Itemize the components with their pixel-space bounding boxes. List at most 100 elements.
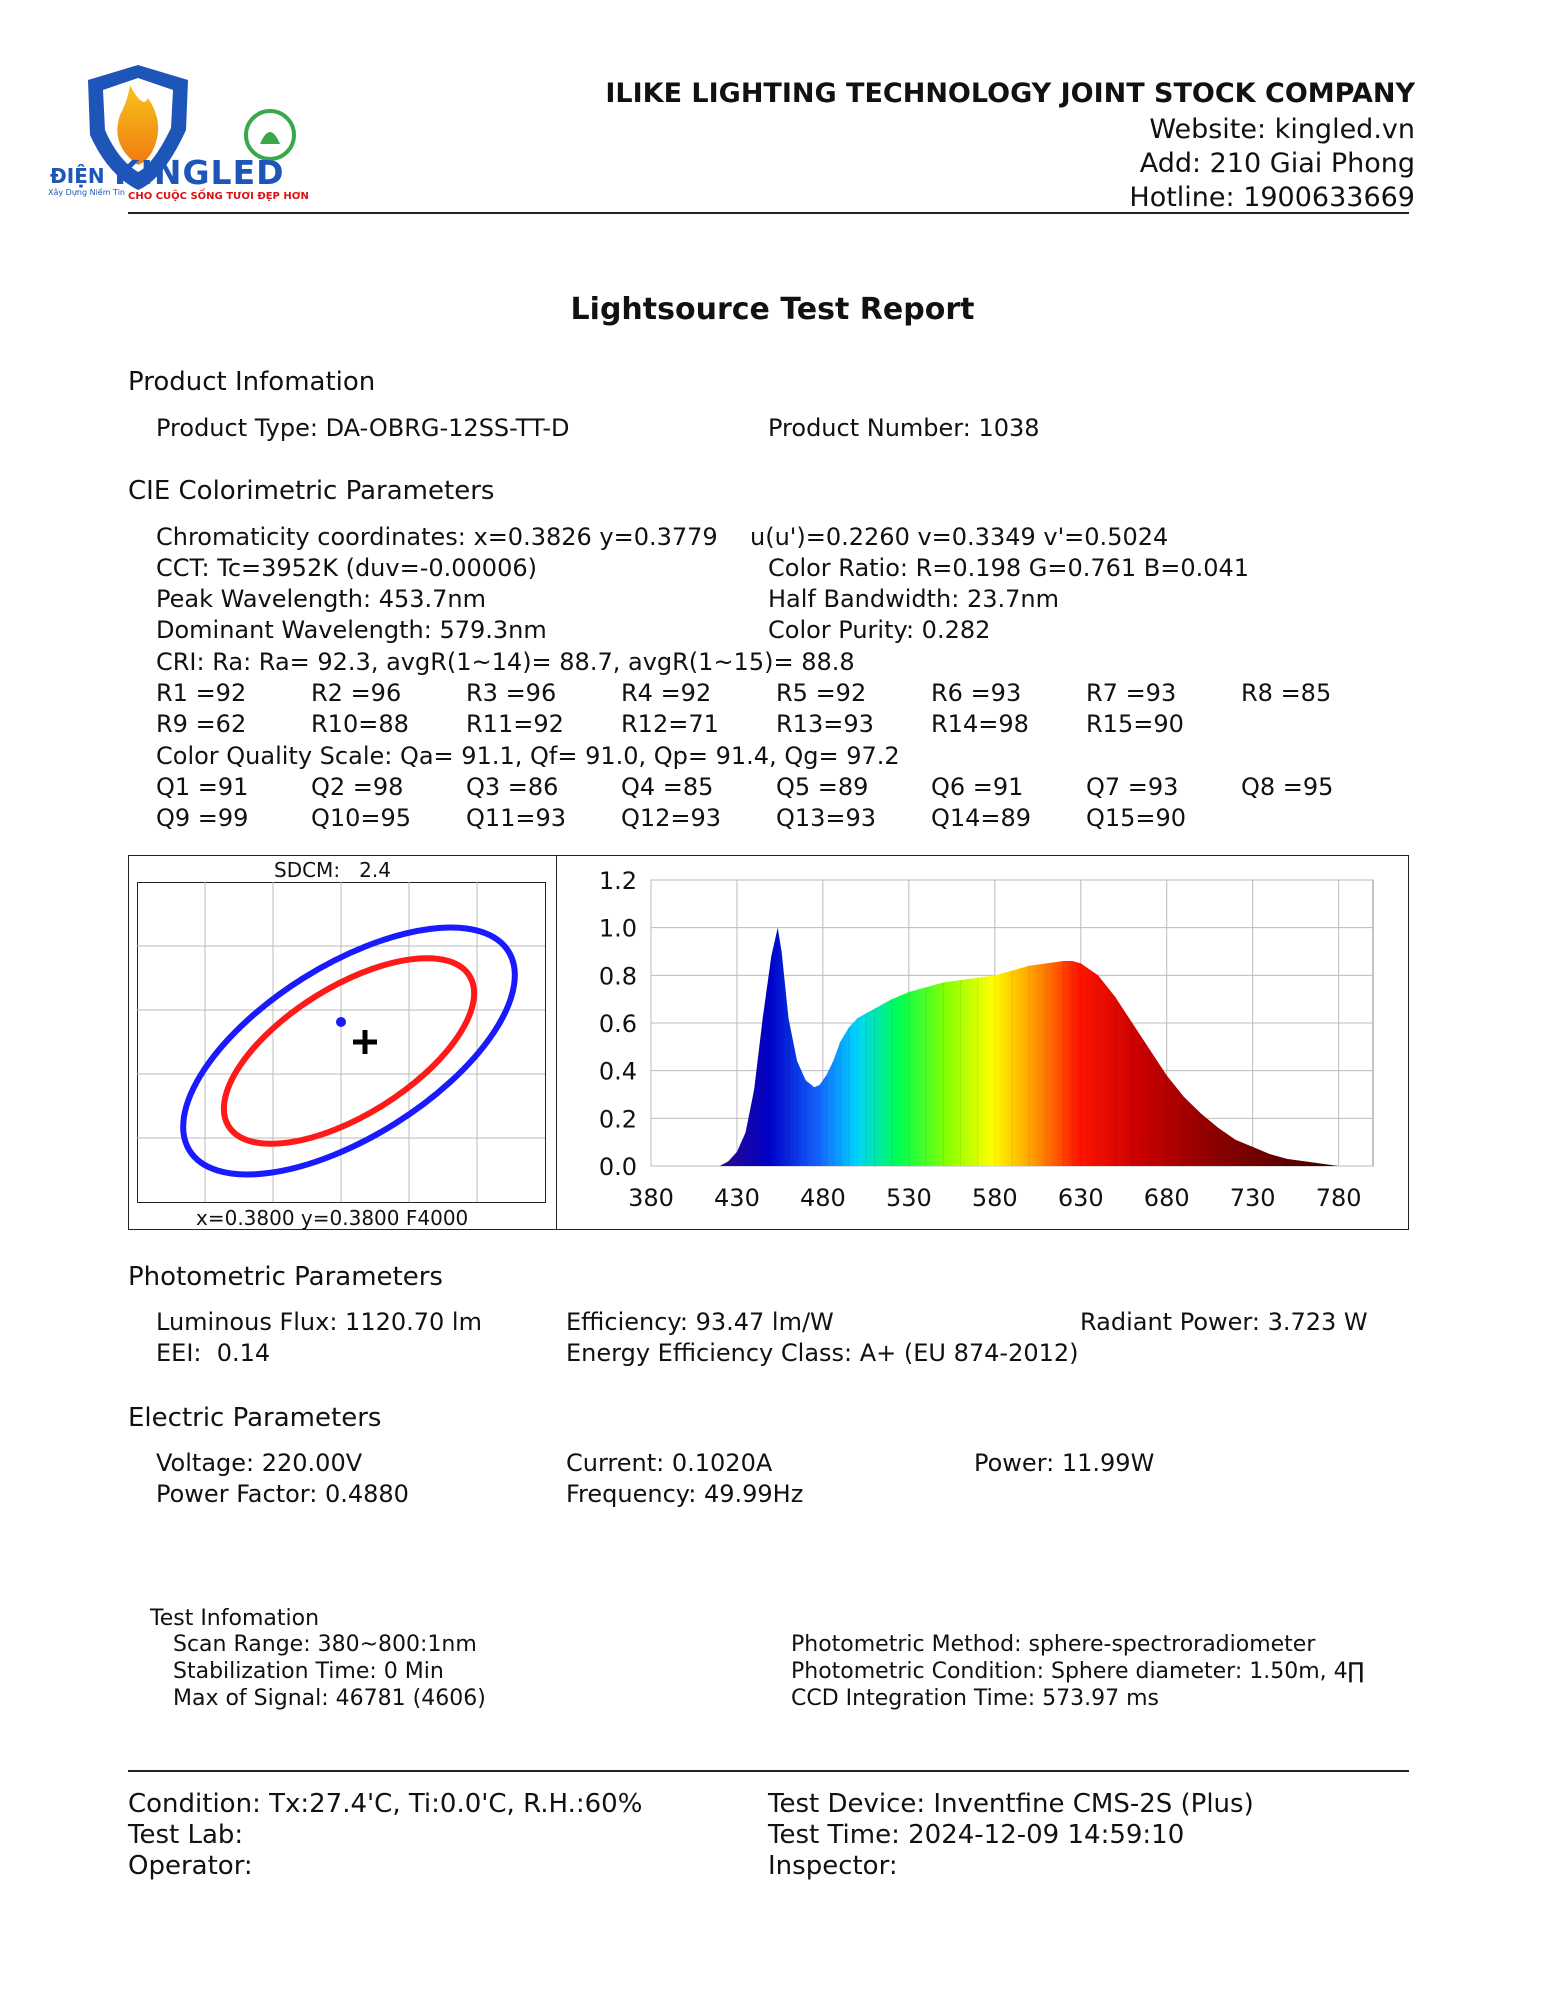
energy-class: Energy Efficiency Class: A+ (EU 874-2012…	[566, 1339, 1079, 1367]
max-signal: Max of Signal: 46781 (4606)	[173, 1686, 486, 1711]
x-tick-label: 380	[628, 1184, 674, 1212]
scan-range: Scan Range: 380~800:1nm	[173, 1632, 477, 1657]
q-value: Q12=93	[621, 804, 722, 832]
half-bandwidth: Half Bandwidth: 23.7nm	[768, 585, 1060, 613]
photometric-condition: Photometric Condition: Sphere diameter: …	[791, 1659, 1365, 1684]
q-value: Q7 =93	[1086, 773, 1179, 801]
cie-heading: CIE Colorimetric Parameters	[128, 476, 495, 506]
q-value: Q9 =99	[156, 804, 249, 832]
y-tick-label: 1.2	[599, 867, 637, 895]
y-tick-label: 1.0	[599, 915, 637, 943]
r-value: R11=92	[466, 710, 564, 738]
sdcm-outer-ellipse	[180, 924, 518, 1178]
r-value: R12=71	[621, 710, 719, 738]
q-value: Q2 =98	[311, 773, 404, 801]
product-number: Product Number: 1038	[768, 414, 1040, 442]
inspector: Inspector:	[768, 1851, 898, 1881]
luminous-flux: Luminous Flux: 1120.70 lm	[156, 1308, 482, 1336]
color-ratio: Color Ratio: R=0.198 G=0.761 B=0.041	[768, 554, 1250, 582]
x-tick-label: 530	[886, 1184, 932, 1212]
x-tick-label: 430	[714, 1184, 760, 1212]
r-value: R9 =62	[156, 710, 247, 738]
measured-point	[336, 1017, 346, 1027]
logo-wordmark: KINGLED	[114, 153, 285, 192]
y-tick-label: 0.4	[599, 1058, 637, 1086]
sdcm-label: SDCM: 2.4	[274, 858, 391, 882]
test-heading: Test Infomation	[150, 1606, 320, 1631]
q-value: Q1 =91	[156, 773, 249, 801]
logo-tagline-left: Xây Dựng Niềm Tin	[48, 188, 125, 197]
header-divider	[128, 212, 1409, 214]
logo-tagline: CHO CUỘC SỐNG TƯƠI ĐẸP HƠN	[128, 191, 309, 202]
q-value: Q8 =95	[1241, 773, 1334, 801]
frequency: Frequency: 49.99Hz	[566, 1480, 804, 1508]
radiant-power: Radiant Power: 3.723 W	[1080, 1308, 1368, 1336]
sdcm-panel: SDCM: 2.4 x=0.3800 y=0.3800 F4000	[129, 856, 557, 1230]
cri: CRI: Ra: Ra= 92.3, avgR(1~14)= 88.7, avg…	[156, 648, 855, 676]
r-value: R4 =92	[621, 679, 712, 707]
r-value: R13=93	[776, 710, 874, 738]
r-value: R7 =93	[1086, 679, 1177, 707]
r-value: R14=98	[931, 710, 1029, 738]
y-tick-label: 0.2	[599, 1105, 637, 1133]
q-value: Q11=93	[466, 804, 567, 832]
sdcm-footer: x=0.3800 y=0.3800 F4000	[196, 1206, 469, 1230]
color-quality-scale: Color Quality Scale: Qa= 91.1, Qf= 91.0,…	[156, 742, 900, 770]
x-tick-label: 780	[1316, 1184, 1362, 1212]
spectrum-area	[719, 927, 1339, 1166]
q-value: Q14=89	[931, 804, 1032, 832]
footer-divider	[128, 1770, 1409, 1772]
chart-panel: SDCM: 2.4 x=0.3800 y=0.3800 F4000	[128, 855, 1409, 1230]
r-value: R2 =96	[311, 679, 402, 707]
q-value: Q10=95	[311, 804, 412, 832]
stabilization-time: Stabilization Time: 0 Min	[173, 1659, 444, 1684]
sdcm-ellipse-chart	[137, 882, 546, 1203]
report-title: Lightsource Test Report	[570, 292, 975, 327]
r-value: R6 =93	[931, 679, 1022, 707]
y-tick-label: 0.0	[599, 1153, 637, 1181]
power: Power: 11.99W	[974, 1449, 1155, 1477]
cct: CCT: Tc=3952K (duv=-0.00006)	[156, 554, 537, 582]
sdcm-inner-ellipse	[220, 955, 478, 1147]
q-value: Q15=90	[1086, 804, 1187, 832]
ccd-integration: CCD Integration Time: 573.97 ms	[791, 1686, 1159, 1711]
r-value: R1 =92	[156, 679, 247, 707]
efficiency: Efficiency: 93.47 lm/W	[566, 1308, 834, 1336]
test-lab: Test Lab:	[128, 1820, 244, 1850]
x-tick-label: 730	[1230, 1184, 1276, 1212]
color-purity: Color Purity: 0.282	[768, 616, 991, 644]
operator: Operator:	[128, 1851, 253, 1881]
q-value: Q3 =86	[466, 773, 559, 801]
test-device: Test Device: Inventfine CMS-2S (Plus)	[768, 1789, 1254, 1819]
power-factor: Power Factor: 0.4880	[156, 1480, 409, 1508]
product-type: Product Type: DA-OBRG-12SS-TT-D	[156, 414, 570, 442]
company-address: Add: 210 Giai Phong	[1139, 148, 1415, 179]
company-name: ILIKE LIGHTING TECHNOLOGY JOINT STOCK CO…	[605, 78, 1415, 109]
r-value: R15=90	[1086, 710, 1184, 738]
q-value: Q6 =91	[931, 773, 1024, 801]
y-tick-label: 0.6	[599, 1010, 637, 1038]
target-cross-icon	[353, 1030, 377, 1054]
company-hotline: Hotline: 1900633669	[1129, 182, 1415, 213]
photometric-method: Photometric Method: sphere-spectroradiom…	[791, 1632, 1316, 1657]
x-tick-label: 630	[1058, 1184, 1104, 1212]
q-value: Q13=93	[776, 804, 877, 832]
photometric-heading: Photometric Parameters	[128, 1262, 443, 1292]
spectrum-chart: 0.0 0.2 0.4 0.6 0.8 1.0 1.2 380 430 480 530 580 630 6…	[599, 867, 1374, 1212]
q-value: Q4 =85	[621, 773, 714, 801]
condition: Condition: Tx:27.4'C, Ti:0.0'C, R.H.:60%	[128, 1789, 643, 1819]
company-website: Website: kingled.vn	[1149, 114, 1415, 145]
product-heading: Product Infomation	[128, 367, 376, 397]
peak-wavelength: Peak Wavelength: 453.7nm	[156, 585, 486, 613]
current: Current: 0.1020A	[566, 1449, 773, 1477]
r-value: R5 =92	[776, 679, 867, 707]
r-value: R10=88	[311, 710, 409, 738]
dominant-wavelength: Dominant Wavelength: 579.3nm	[156, 616, 547, 644]
eei: EEI: 0.14	[156, 1339, 271, 1367]
logo-wordmark-left: ĐIỆN	[50, 164, 105, 188]
uv-coordinates: u(u')=0.2260 v=0.3349 v'=0.5024	[750, 523, 1169, 551]
x-tick-label: 580	[972, 1184, 1018, 1212]
r-value: R3 =96	[466, 679, 557, 707]
voltage: Voltage: 220.00V	[156, 1449, 363, 1477]
company-logo: ĐIỆN KINGLED Xây Dựng Niềm Tin CHO CUỘC …	[48, 40, 328, 210]
